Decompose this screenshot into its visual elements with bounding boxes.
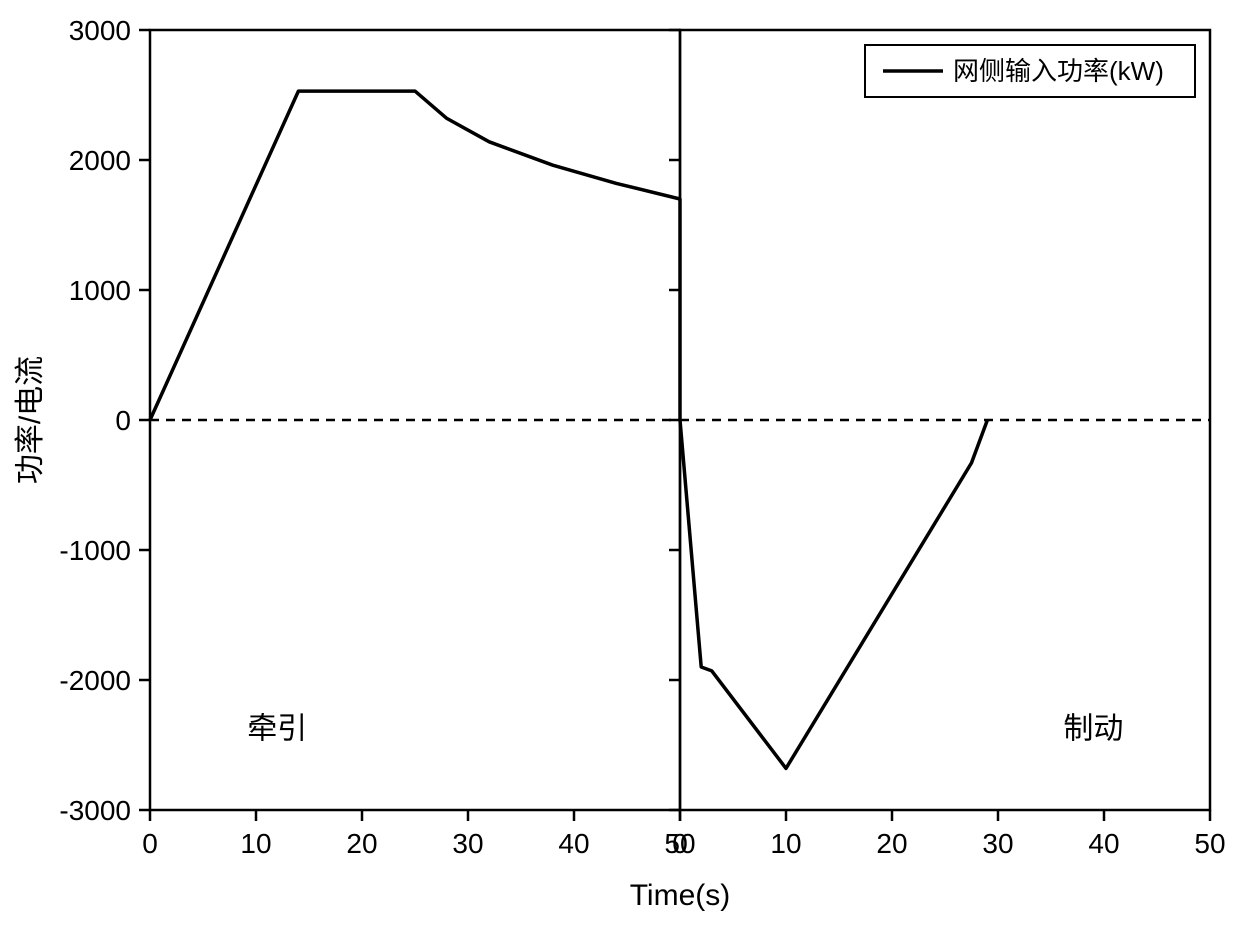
x-tick-label: 10 xyxy=(770,828,801,859)
x-tick-label: 40 xyxy=(1088,828,1119,859)
x-tick-label: 20 xyxy=(876,828,907,859)
y-tick-label: 3000 xyxy=(69,15,131,46)
chart-svg: 0 10 20 30 40 50 -3000 -2000 -1000 0 1000 2000 3000 牵… xyxy=(0,0,1240,933)
y-tick-label: -2000 xyxy=(59,665,131,696)
phase-label-right: 制动 xyxy=(1063,713,1123,746)
x-tick-label: 0 xyxy=(142,828,158,859)
x-tick-label: 10 xyxy=(240,828,271,859)
x-tick-label: 0 xyxy=(672,828,688,859)
y-tick-label: -3000 xyxy=(59,795,131,826)
legend-label: 网侧输入功率(kW) xyxy=(953,56,1164,86)
y-tick-label: 0 xyxy=(115,405,131,436)
x-tick-label: 50 xyxy=(1194,828,1225,859)
x-tick-label: 30 xyxy=(982,828,1013,859)
x-tick-label: 20 xyxy=(346,828,377,859)
phase-label-left: 牵引 xyxy=(247,713,307,746)
y-tick-label: 2000 xyxy=(69,145,131,176)
y-tick-label: -1000 xyxy=(59,535,131,566)
x-axis-label: Time(s) xyxy=(630,879,731,912)
series-line xyxy=(150,91,680,420)
x-tick-label: 40 xyxy=(558,828,589,859)
y-axis-label: 功率/电流 xyxy=(14,356,47,484)
legend: 网侧输入功率(kW) xyxy=(865,45,1195,97)
y-tick-label: 1000 xyxy=(69,275,131,306)
chart-container: 0 10 20 30 40 50 -3000 -2000 -1000 0 1000 2000 3000 牵… xyxy=(0,0,1240,933)
series-line xyxy=(680,420,987,768)
x-tick-label: 30 xyxy=(452,828,483,859)
